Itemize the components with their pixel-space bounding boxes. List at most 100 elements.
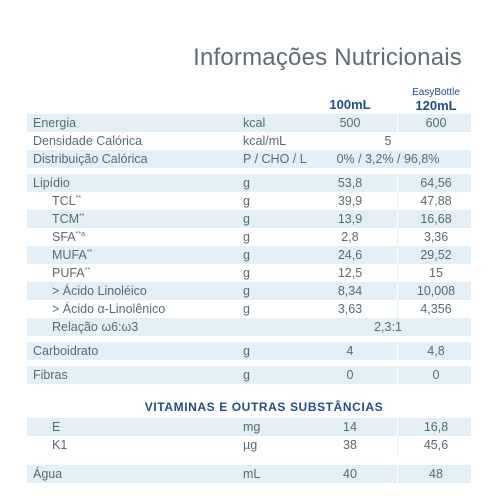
- column-divider: [397, 342, 398, 360]
- row-name: E: [52, 420, 61, 434]
- column-divider: [397, 418, 398, 436]
- value-120ml: 4,8: [427, 344, 445, 358]
- column-divider: [397, 246, 398, 264]
- row-unit: mL: [243, 467, 261, 481]
- nutrition-table: 100mL EasyBottle 120mL Energia kcal 500 …: [27, 84, 471, 483]
- row-mufa: MUFA** g 24,6 29,52: [27, 246, 471, 264]
- row-name: Água: [33, 467, 63, 481]
- value-100ml: 14: [343, 420, 357, 434]
- value-100ml: 12,5: [337, 266, 363, 280]
- value-120ml: 10,008: [416, 284, 456, 298]
- row-unit: g: [243, 176, 250, 190]
- column-divider: [397, 282, 398, 300]
- row-name: TCM**: [52, 212, 85, 226]
- row-pufa: PUFA** g 12,5 15: [27, 264, 471, 282]
- column-divider: [397, 174, 398, 192]
- row-name: K1: [52, 438, 68, 452]
- header-100ml: 100mL: [329, 97, 371, 112]
- row-name: Densidade Calórica: [33, 134, 143, 148]
- footnote-mark: **: [86, 249, 93, 256]
- row-vitamina-k1: K1 µg 38 45,6: [27, 436, 471, 454]
- column-divider: [397, 436, 398, 454]
- value-120ml: 16,8: [423, 420, 449, 434]
- row-carboidrato: Carboidrato g 4 4,8: [27, 342, 471, 360]
- row-tcm: TCM** g 13,9 16,68: [27, 210, 471, 228]
- row-unit: kcal/mL: [243, 134, 287, 148]
- row-unit: µg: [243, 438, 258, 452]
- value-120ml: 0: [432, 368, 440, 382]
- row-name: Distribuição Calórica: [33, 152, 148, 166]
- value-100ml: 500: [339, 116, 361, 130]
- row-name: Carboidrato: [33, 344, 99, 358]
- row-distribuicao-calorica: Distribuição Calórica P / CHO / L 0% / 3…: [27, 150, 471, 168]
- value-100ml: 8,34: [337, 284, 363, 298]
- row-name: Relação ω6:ω3: [52, 320, 139, 334]
- row-tcl: TCL** g 39,9 47,88: [27, 192, 471, 210]
- row-unit: g: [243, 266, 250, 280]
- row-unit: g: [243, 194, 250, 208]
- value-100ml: 40: [343, 467, 357, 481]
- row-densidade-calorica: Densidade Calórica kcal/mL 5: [27, 132, 471, 150]
- column-divider: [397, 264, 398, 282]
- row-name: > Ácido α-Linolênico: [52, 302, 166, 316]
- value-120ml: 45,6: [423, 438, 449, 452]
- row-name: MUFA**: [52, 248, 93, 262]
- value-120ml: 64,56: [420, 176, 452, 190]
- value-120ml: 29,52: [420, 248, 452, 262]
- value-120ml: 4,356: [420, 302, 452, 316]
- header-120ml-volume: 120mL: [415, 98, 457, 113]
- row-lipidio: Lipídio g 53,8 64,56: [27, 174, 471, 192]
- value-both: 2,3:1: [374, 320, 402, 334]
- value-100ml: 2,8: [341, 230, 359, 244]
- row-name: > Ácido Linoléico: [52, 284, 147, 298]
- header-brand: EasyBottle: [412, 87, 460, 98]
- row-unit: kcal: [243, 116, 266, 130]
- footnote-mark: **a: [75, 231, 85, 238]
- page-title: Informações Nutricionais: [193, 44, 462, 71]
- row-name: Fibras: [33, 368, 68, 382]
- value-100ml: 53,8: [337, 176, 363, 190]
- value-120ml: 3,36: [423, 230, 449, 244]
- value-120ml: 600: [425, 116, 447, 130]
- footnote-mark: **: [84, 267, 91, 274]
- value-100ml: 0: [346, 368, 354, 382]
- row-fibras: Fibras g 0 0: [27, 366, 471, 384]
- section-title-vitaminas: VITAMINAS E OUTRAS SUBSTÂNCIAS: [144, 400, 384, 414]
- value-both: 0% / 3,2% / 96,8%: [336, 152, 440, 166]
- row-name: Energia: [33, 116, 77, 130]
- row-vitamina-e: E mg 14 16,8: [27, 418, 471, 436]
- header-120ml: EasyBottle 120mL: [401, 87, 471, 113]
- column-divider: [397, 300, 398, 318]
- row-unit: mg: [243, 420, 261, 434]
- row-unit: g: [243, 302, 250, 316]
- row-sfa: SFA**a g 2,8 3,36: [27, 228, 471, 246]
- row-unit: g: [243, 230, 250, 244]
- value-120ml: 47,88: [420, 194, 452, 208]
- row-relacao-omega: Relação ω6:ω3 2,3:1: [27, 318, 471, 336]
- value-100ml: 39,9: [337, 194, 363, 208]
- row-agua: Água mL 40 48: [27, 465, 471, 483]
- footnote-mark: **: [75, 195, 82, 202]
- column-divider: [397, 465, 398, 483]
- row-name: SFA**a: [52, 230, 85, 244]
- row-energia: Energia kcal 500 600: [27, 114, 471, 132]
- row-name: TCL**: [52, 194, 82, 208]
- row-unit: g: [243, 212, 250, 226]
- row-name: Lipídio: [33, 176, 70, 190]
- footnote-mark: **: [79, 213, 85, 220]
- row-acido-alfa-linolenico: > Ácido α-Linolênico g 3,63 4,356: [27, 300, 471, 318]
- row-unit: g: [243, 368, 250, 382]
- row-unit: g: [243, 248, 250, 262]
- column-header: 100mL EasyBottle 120mL: [27, 84, 471, 114]
- value-100ml: 38: [343, 438, 357, 452]
- row-acido-linoleico: > Ácido Linoléico g 8,34 10,008: [27, 282, 471, 300]
- row-unit: P / CHO / L: [243, 152, 307, 166]
- value-120ml: 15: [429, 266, 443, 280]
- column-divider: [397, 114, 398, 132]
- value-120ml: 16,68: [420, 212, 452, 226]
- column-divider: [397, 228, 398, 246]
- value-100ml: 13,9: [337, 212, 363, 226]
- column-divider: [397, 210, 398, 228]
- column-divider: [397, 192, 398, 210]
- value-100ml: 24,6: [337, 248, 363, 262]
